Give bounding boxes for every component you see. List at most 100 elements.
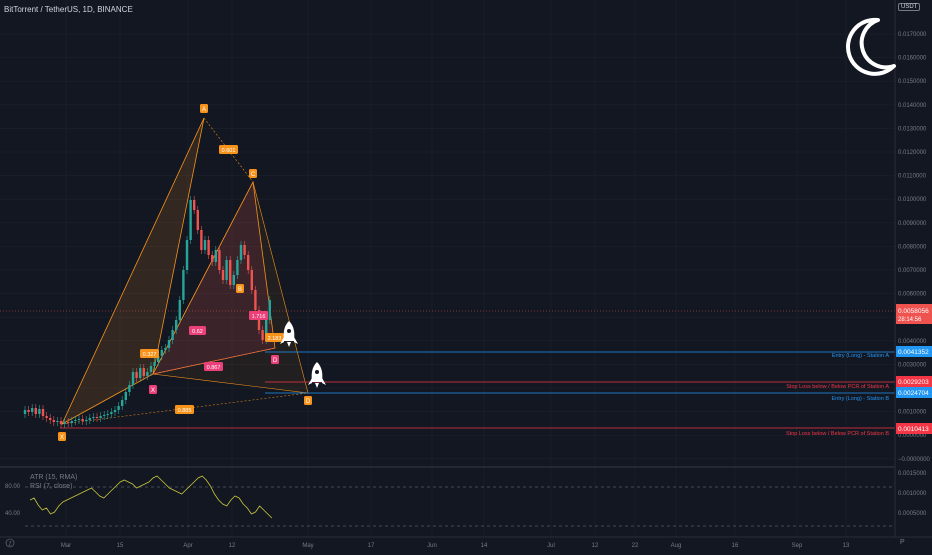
symbol-title[interactable]: BitTorrent / TetherUS, 1D, BINANCE: [4, 5, 133, 14]
price-axis-label: 0.0060000: [898, 292, 927, 298]
candle-body: [160, 350, 163, 356]
ratio-label: 0.601: [222, 148, 236, 154]
stop-a-tag: [896, 376, 932, 387]
candle-body: [124, 392, 127, 400]
time-axis-label: Apr: [183, 543, 192, 549]
pattern-xab-triangle: [61, 117, 205, 425]
price-levels: [0, 310, 895, 429]
stop-b-tag: [896, 423, 932, 434]
rsi-indicator-label[interactable]: RSI (7, close): [30, 483, 73, 490]
time-axis-label: 14: [481, 543, 488, 549]
time-axis-label: 16: [732, 543, 739, 549]
time-axis-label: Sep: [792, 543, 803, 549]
candle-body: [171, 330, 174, 340]
time-axis-label: 15: [117, 543, 124, 549]
entry-a-tag-value: 0.0041352: [898, 349, 929, 356]
countdown-value: 28:14:56: [898, 317, 922, 323]
candle-body: [34, 408, 37, 414]
time-axis-label: 22: [632, 543, 639, 549]
price-axis-label: 0.0150000: [898, 79, 927, 85]
rocket-icon: [308, 362, 326, 388]
price-axis-label: 0.0030000: [898, 362, 927, 368]
entry-b-tag: [896, 387, 932, 398]
currency-badge[interactable]: USDT: [898, 3, 921, 11]
candle-body: [135, 372, 138, 378]
rsi-line: [29, 475, 273, 519]
price-axis-label: 0.0140000: [898, 103, 927, 109]
indicator-pane: 80.00 40.00 0.0015000 0.0010000 0.000500…: [5, 471, 927, 527]
candle-body: [229, 260, 232, 285]
candle-body: [23, 410, 27, 414]
candle-body: [85, 420, 88, 421]
price-axis-label: 0.0100000: [898, 197, 927, 203]
atr-axis-label: 0.0015000: [898, 471, 927, 477]
candle-body: [52, 420, 55, 422]
price-grid: [0, 0, 895, 537]
ratio-label: 1.716: [252, 314, 266, 320]
time-axis-label: Jul: [547, 543, 555, 549]
candle-body: [146, 372, 149, 376]
candle-body: [225, 260, 228, 280]
candle-body: [200, 230, 203, 250]
time-axis-label: Aug: [671, 543, 682, 549]
time-axis[interactable]: Mar 15 Apr 12 May 17 Jun 14 Jul 12 22 Aug 16 Sep 13: [61, 543, 850, 549]
rocket-icon: [280, 321, 298, 347]
entry-b-tag-value: 0.0024704: [898, 390, 929, 397]
candle-body: [88, 418, 91, 420]
price-axis-label: 0.0010000: [898, 410, 927, 416]
candle-body: [175, 320, 178, 330]
timezone-icon[interactable]: [5, 538, 15, 548]
candle-body: [81, 419, 84, 421]
candle-body: [103, 415, 106, 416]
svg-text:Z: Z: [8, 542, 11, 548]
price-axis[interactable]: 0.0170000 0.0160000 0.0150000 0.0140000 0.01…: [898, 32, 931, 463]
point-x-label: X: [60, 435, 64, 441]
stop-a-label: Stop Loss below / Below PCR of Station A: [786, 384, 889, 390]
price-axis-label: 0.0000000: [898, 433, 927, 439]
candle-body: [211, 255, 214, 262]
price-axis-label: 0.0120000: [898, 150, 927, 156]
time-axis-label: Jun: [427, 543, 437, 549]
candle-body: [268, 300, 271, 320]
candle-body: [38, 409, 41, 414]
candle-body: [182, 270, 185, 300]
candle-body: [218, 250, 221, 270]
point-c-label: C: [251, 172, 256, 178]
candle-body: [31, 408, 34, 412]
candle-body: [74, 420, 77, 421]
candle-body: [92, 417, 95, 418]
rsi-level-40: 40.00: [5, 511, 21, 517]
candle-body: [265, 320, 268, 340]
point-x2-label: X: [151, 388, 155, 394]
candle-body: [77, 419, 81, 420]
point-b-label: B: [238, 287, 242, 293]
candle-body: [131, 372, 135, 385]
candle-body: [203, 240, 207, 250]
price-axis-label: 0.0040000: [898, 339, 927, 345]
candle-body: [27, 410, 30, 412]
candle-body: [214, 250, 217, 262]
scale-mode-button[interactable]: P: [900, 539, 905, 546]
ratio-label: 0.867: [207, 365, 221, 371]
candle-body: [185, 240, 189, 270]
stop-b-label: Stop Loss below / Below PCR of Station B: [786, 431, 889, 437]
candle-body: [149, 366, 153, 372]
candle-body: [45, 416, 48, 418]
candle-body: [59, 421, 63, 424]
time-axis-label: Mar: [61, 543, 71, 549]
entry-b-label: Entry (Long) - Station B: [832, 396, 890, 402]
candle-body: [250, 270, 253, 290]
candle-body: [207, 240, 210, 255]
ratio-label: 2.183: [268, 336, 282, 342]
candle-body: [254, 290, 257, 310]
point-d2-label: D: [306, 399, 311, 405]
ratio-label: 0.62: [192, 329, 203, 335]
candle-body: [153, 362, 156, 366]
candle-body: [95, 417, 99, 418]
candle-body: [142, 368, 145, 376]
atr-indicator-label[interactable]: ATR (15, RMA): [30, 474, 78, 481]
candle-body: [128, 385, 131, 392]
candle-body: [157, 356, 160, 362]
